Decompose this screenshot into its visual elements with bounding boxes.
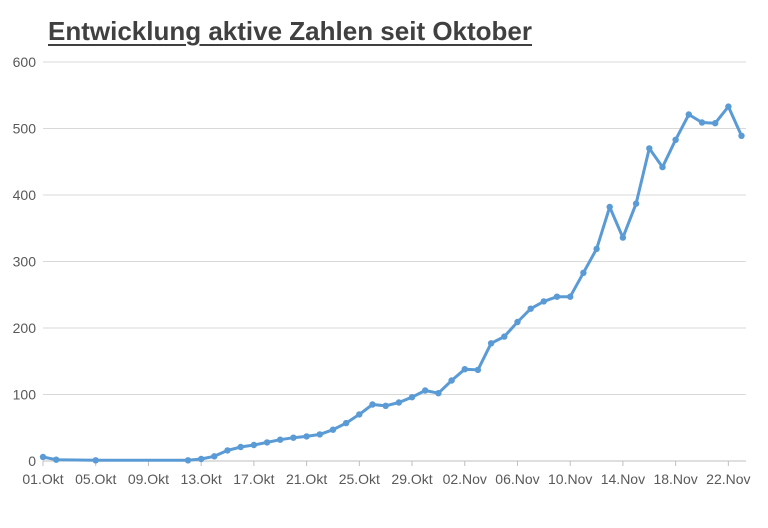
x-tick-label: 10.Nov — [548, 471, 592, 487]
series-line — [41, 105, 743, 462]
data-point — [408, 394, 416, 401]
data-point — [619, 234, 627, 241]
data-point — [646, 145, 653, 152]
data-point — [211, 453, 218, 460]
x-tick-label: 02.Nov — [443, 471, 487, 487]
data-point — [395, 399, 403, 406]
data-point — [553, 293, 561, 300]
x-tick-label: 18.Nov — [653, 471, 697, 487]
data-point — [580, 269, 587, 276]
data-point — [422, 387, 429, 394]
y-axis-ticks: 0 100 200 300 400 500 600 — [13, 54, 37, 469]
data-point — [277, 436, 284, 443]
data-point — [712, 120, 719, 127]
data-point — [356, 411, 363, 418]
data-point — [184, 457, 192, 464]
data-point — [448, 377, 455, 384]
y-tick-label: 600 — [13, 54, 37, 70]
data-point — [382, 402, 389, 409]
data-point — [487, 340, 495, 347]
data-point — [53, 456, 60, 463]
data-point — [672, 136, 679, 143]
x-tick-label: 29.Okt — [391, 471, 432, 487]
x-tick-label: 06.Nov — [495, 471, 539, 487]
data-point — [290, 434, 297, 441]
chart-title: Entwicklung aktive Zahlen seit Oktober — [48, 16, 533, 46]
data-point — [698, 119, 706, 126]
data-point — [738, 132, 745, 139]
data-point — [303, 433, 310, 440]
data-point — [435, 390, 442, 397]
data-point — [606, 203, 613, 211]
data-point — [725, 103, 732, 110]
x-tick-label: 01.Okt — [22, 471, 63, 487]
data-point — [514, 318, 521, 326]
data-point — [92, 457, 99, 464]
x-tick-label: 05.Okt — [75, 471, 116, 487]
y-tick-label: 0 — [28, 453, 36, 469]
y-tick-label: 400 — [13, 187, 37, 203]
data-point — [39, 453, 47, 461]
x-tick-label: 25.Okt — [339, 471, 380, 487]
data-point — [567, 293, 574, 300]
y-tick-label: 100 — [13, 387, 37, 403]
data-point — [685, 111, 692, 118]
gridlines — [43, 61, 746, 462]
x-axis-ticks: 01.Okt 05.Okt 09.Okt 13.Okt 17.Okt 21.Okt 25.O… — [22, 461, 751, 487]
y-tick-label: 300 — [13, 254, 37, 270]
data-point — [342, 419, 350, 427]
data-point — [369, 401, 376, 408]
data-point — [527, 305, 534, 312]
data-point — [540, 298, 547, 305]
x-tick-label: 21.Okt — [286, 471, 327, 487]
data-point — [501, 333, 508, 340]
data-point — [198, 455, 205, 463]
data-point — [659, 163, 666, 171]
data-point — [224, 447, 231, 454]
data-series — [39, 103, 745, 464]
y-tick-label: 500 — [13, 121, 37, 137]
x-tick-label: 17.Okt — [233, 471, 274, 487]
x-tick-label: 14.Nov — [601, 471, 645, 487]
data-point — [593, 245, 600, 253]
data-point — [461, 366, 468, 373]
data-point — [237, 443, 244, 451]
data-point — [474, 366, 482, 374]
y-tick-label: 200 — [13, 320, 37, 336]
x-tick-label: 22.Nov — [706, 471, 750, 487]
x-tick-label: 13.Okt — [181, 471, 222, 487]
data-point — [250, 441, 258, 449]
data-point — [329, 426, 337, 433]
data-point — [632, 200, 640, 207]
data-point — [263, 439, 271, 446]
x-tick-label: 09.Okt — [128, 471, 169, 487]
data-point — [316, 431, 323, 438]
